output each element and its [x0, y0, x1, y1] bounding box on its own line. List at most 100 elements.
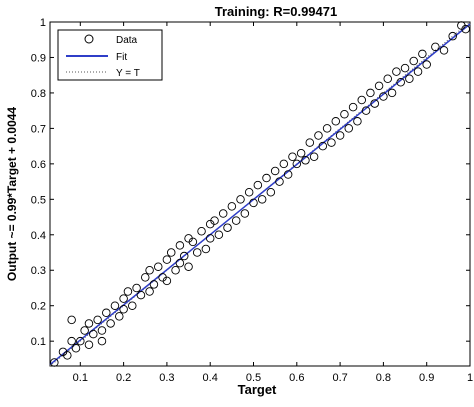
data-point	[409, 56, 418, 66]
data-point	[71, 344, 81, 353]
data-point	[84, 319, 94, 328]
x-tick-label: 0.8	[376, 372, 391, 384]
y-axis-label: Output ~= 0.99*Target + 0.0044	[5, 107, 19, 282]
data-point	[374, 81, 384, 91]
x-tick-label: 0.6	[289, 372, 304, 384]
data-point	[379, 92, 388, 101]
data-point	[119, 294, 128, 303]
data-point	[223, 223, 232, 232]
data-point	[236, 195, 245, 204]
data-point	[244, 187, 254, 197]
x-tick-label: 0.1	[73, 372, 88, 384]
x-axis-label: Target	[238, 382, 277, 397]
x-tick-label: 0.4	[203, 372, 218, 384]
data-point	[348, 102, 358, 112]
y-tick-label: 0.6	[31, 159, 46, 171]
data-point	[335, 131, 345, 140]
data-point	[305, 138, 315, 147]
data-point	[383, 74, 392, 83]
data-point	[439, 46, 449, 55]
y-tick-label: 1	[40, 17, 46, 29]
data-point	[128, 301, 137, 310]
data-point	[275, 177, 284, 186]
data-point	[253, 180, 263, 190]
data-point	[192, 248, 202, 257]
y-tick-label: 0.3	[31, 265, 46, 277]
x-tick-label: 0.9	[419, 372, 434, 384]
data-point	[153, 262, 163, 271]
data-point	[63, 351, 72, 360]
data-point	[292, 159, 302, 169]
data-point	[205, 234, 215, 243]
y-tick-label: 0.2	[31, 301, 46, 313]
data-point	[197, 226, 206, 236]
legend-fit-label: Fit	[116, 52, 127, 63]
y-axis: 0.1 0.2 0.3 0.4 0.5 0.6 0.7 0.8 0.9 1	[31, 17, 470, 348]
data-point	[340, 109, 349, 119]
data-point	[80, 326, 89, 335]
legend: Data Fit Y = T	[57, 29, 163, 81]
data-point	[461, 24, 470, 34]
data-point	[123, 287, 133, 296]
data-point	[266, 187, 276, 197]
legend-data-marker	[84, 34, 94, 44]
data-point	[115, 312, 124, 321]
data-point	[171, 265, 180, 275]
data-point	[166, 248, 176, 257]
legend-identity-label: Y = T	[116, 68, 140, 79]
data-point	[89, 329, 98, 339]
data-point	[97, 336, 107, 346]
data-point	[249, 198, 258, 208]
data-points	[50, 21, 470, 367]
data-point	[327, 138, 336, 147]
data-point	[283, 170, 293, 179]
data-point	[405, 74, 414, 83]
x-axis: 0.1 0.2 0.3 0.4 0.5 0.6 0.7 0.8 0.9 1	[73, 22, 473, 384]
data-point	[318, 141, 328, 151]
data-point	[145, 287, 154, 296]
data-point	[448, 31, 457, 41]
data-point	[214, 230, 224, 240]
data-point	[366, 88, 375, 98]
data-point	[110, 301, 120, 310]
data-point	[387, 88, 397, 98]
data-point	[102, 308, 111, 318]
data-point	[314, 131, 323, 140]
data-point	[93, 315, 102, 325]
data-point	[84, 340, 94, 349]
data-point	[279, 159, 289, 169]
data-point	[418, 49, 427, 59]
data-point	[210, 216, 219, 225]
data-point	[262, 173, 271, 183]
data-point	[175, 241, 185, 250]
data-point	[67, 315, 76, 325]
data-point	[361, 106, 371, 115]
y-tick-label: 0.5	[31, 194, 46, 206]
y-tick-label: 0.1	[31, 336, 46, 348]
data-point	[353, 117, 362, 126]
data-point	[270, 166, 280, 176]
data-point	[240, 209, 250, 218]
legend-data-label: Data	[116, 35, 138, 46]
data-point	[97, 326, 107, 335]
x-tick-label: 1	[467, 372, 473, 384]
data-point	[257, 195, 267, 204]
data-point	[370, 99, 379, 108]
data-point	[132, 283, 141, 293]
data-point	[188, 237, 198, 247]
y-tick-label: 0.9	[31, 52, 46, 64]
x-tick-label: 0.2	[116, 372, 131, 384]
data-point	[331, 117, 341, 126]
data-point	[119, 305, 128, 314]
data-point	[76, 336, 85, 346]
data-point	[218, 209, 228, 218]
data-point	[422, 60, 431, 69]
data-point	[67, 336, 76, 346]
data-point	[396, 78, 405, 87]
data-point	[431, 42, 440, 52]
data-point	[50, 358, 59, 367]
data-point	[141, 273, 150, 282]
y-tick-label: 0.8	[31, 88, 46, 100]
